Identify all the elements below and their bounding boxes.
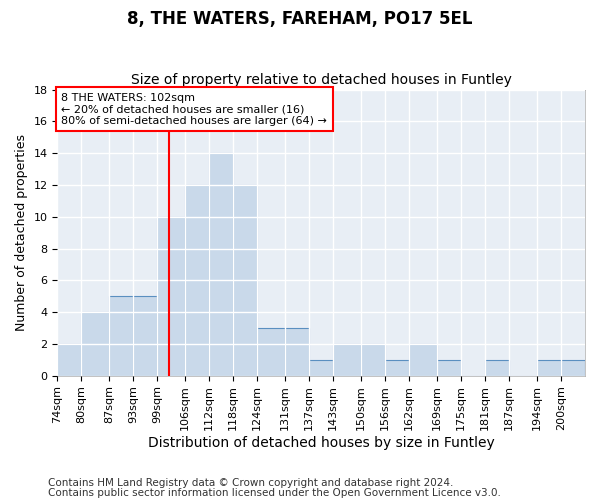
Text: Contains public sector information licensed under the Open Government Licence v3: Contains public sector information licen… bbox=[48, 488, 501, 498]
Bar bbox=[385, 360, 409, 376]
Bar bbox=[285, 328, 309, 376]
Bar bbox=[309, 360, 333, 376]
Bar bbox=[437, 360, 461, 376]
Y-axis label: Number of detached properties: Number of detached properties bbox=[15, 134, 28, 331]
Title: Size of property relative to detached houses in Funtley: Size of property relative to detached ho… bbox=[131, 73, 512, 87]
Bar bbox=[233, 185, 257, 376]
Bar bbox=[485, 360, 509, 376]
Bar bbox=[209, 153, 233, 376]
Text: Contains HM Land Registry data © Crown copyright and database right 2024.: Contains HM Land Registry data © Crown c… bbox=[48, 478, 454, 488]
Bar bbox=[133, 296, 157, 376]
Bar bbox=[58, 344, 82, 376]
Bar bbox=[333, 344, 361, 376]
Bar bbox=[409, 344, 437, 376]
Bar bbox=[185, 185, 209, 376]
Bar bbox=[537, 360, 561, 376]
Bar bbox=[561, 360, 585, 376]
Bar bbox=[361, 344, 385, 376]
Text: 8, THE WATERS, FAREHAM, PO17 5EL: 8, THE WATERS, FAREHAM, PO17 5EL bbox=[127, 10, 473, 28]
Bar bbox=[157, 216, 185, 376]
Bar bbox=[257, 328, 285, 376]
Text: 8 THE WATERS: 102sqm
← 20% of detached houses are smaller (16)
80% of semi-detac: 8 THE WATERS: 102sqm ← 20% of detached h… bbox=[61, 92, 327, 126]
Bar bbox=[82, 312, 109, 376]
Bar bbox=[109, 296, 133, 376]
X-axis label: Distribution of detached houses by size in Funtley: Distribution of detached houses by size … bbox=[148, 436, 494, 450]
